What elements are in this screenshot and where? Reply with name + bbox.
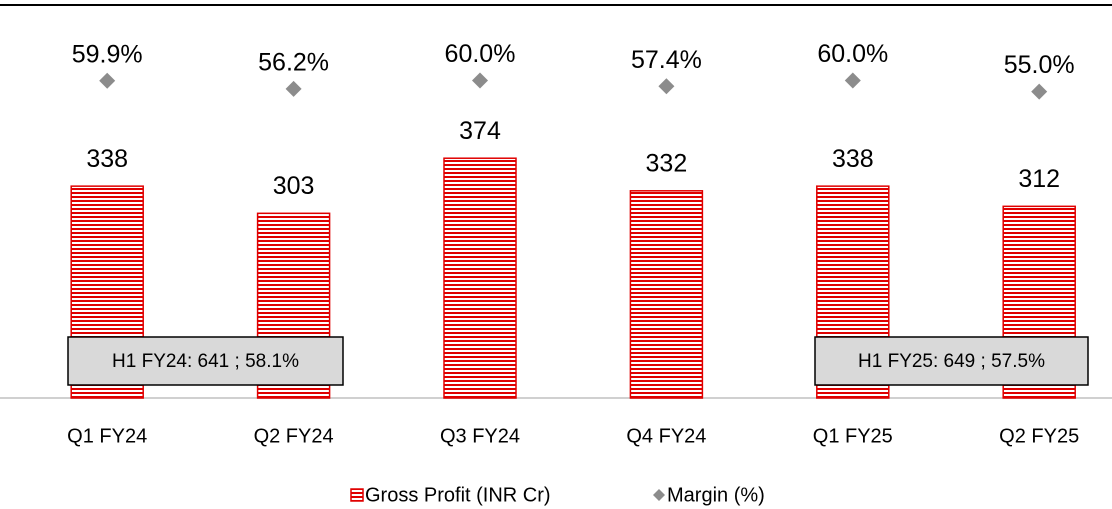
bar-value-label: 338 [832,145,874,173]
margin-value-label: 57.4% [631,46,702,74]
legend-label: Gross Profit (INR Cr) [365,484,551,506]
margin-marker [658,78,675,95]
margin-marker [1031,83,1048,100]
bar [629,190,704,399]
annotation: H1 FY25: 649 ; 57.5% [858,351,1045,372]
bar-value-label: 374 [459,117,501,145]
x-tick-label: Q2 FY24 [254,425,334,447]
x-tick-label: Q2 FY25 [999,425,1079,447]
x-tick-label: Q3 FY24 [440,425,520,447]
bar-value-label: 332 [646,149,688,177]
legend-label: Margin (%) [667,484,765,506]
margin-value-label: 60.0% [445,40,516,68]
x-tick-label: Q1 FY25 [813,425,893,447]
margin-value-label: 60.0% [817,40,888,68]
margin-marker [844,72,861,89]
margin-value-label: 55.0% [1004,51,1075,79]
legend-swatch [350,488,364,502]
annotation: H1 FY24: 641 ; 58.1% [112,351,299,372]
bar-value-label: 312 [1018,165,1060,193]
annotation-box [814,336,1089,386]
x-tick-label: Q4 FY24 [626,425,706,447]
bar [443,157,517,399]
legend-swatch [653,489,665,501]
margin-marker [99,72,116,89]
margin-marker [285,80,302,97]
x-tick-label: Q1 FY24 [67,425,147,447]
margin-value-label: 56.2% [258,49,329,77]
bar-value-label: 338 [86,145,128,173]
annotation-box [67,336,344,386]
margin-value-label: 59.9% [72,40,143,68]
bar-value-label: 303 [273,172,315,200]
margin-marker [472,72,488,89]
